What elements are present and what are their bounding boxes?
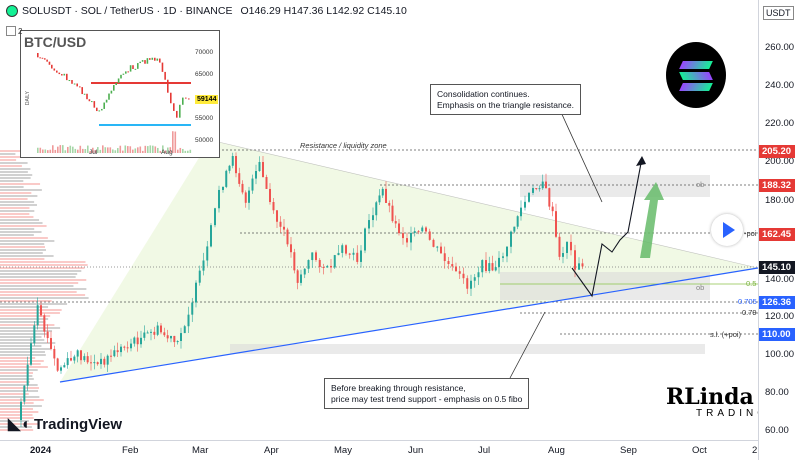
fib-0705-label: 0.705 bbox=[738, 297, 757, 306]
replay-play-button[interactable] bbox=[711, 214, 743, 246]
price-badge-162: 162.45 bbox=[759, 228, 795, 241]
projection-arrowhead bbox=[636, 156, 646, 166]
trend-support-line bbox=[59, 267, 758, 383]
candlesticks bbox=[20, 152, 584, 428]
time-tick: Apr bbox=[264, 445, 279, 456]
projection-path bbox=[571, 157, 643, 298]
price-tick: 60.00 bbox=[765, 425, 789, 436]
note-top-pointer bbox=[559, 109, 603, 203]
linda-logo-big: RLinda bbox=[666, 384, 754, 410]
solana-logo-bar bbox=[679, 72, 713, 80]
price-tick: 180.00 bbox=[765, 195, 795, 206]
inset-tick-65000: 65000 bbox=[195, 71, 214, 78]
fib-079-label: 0.79 bbox=[742, 308, 757, 317]
resistance-zone bbox=[520, 175, 710, 197]
volume-profile bbox=[0, 150, 89, 431]
sl-label: s.l. (+poi) bbox=[710, 330, 742, 339]
inset-tick-50000: 50000 bbox=[195, 137, 214, 144]
inset-month-aug: Aug bbox=[161, 149, 173, 156]
note-consolidation: Consolidation continues. Emphasis on the… bbox=[430, 84, 582, 116]
time-tick: May bbox=[334, 445, 352, 456]
price-badge-205: 205.20 bbox=[759, 145, 795, 158]
play-icon bbox=[722, 222, 735, 238]
resistance-zone-label: Resistance / liquidity zone bbox=[300, 141, 387, 150]
sl-zone bbox=[230, 344, 705, 354]
time-tick: 2 bbox=[752, 445, 758, 456]
price-tick: 140.00 bbox=[765, 274, 795, 285]
tradingview-mark-icon: ◣◖ bbox=[8, 416, 30, 433]
inset-month-jul: Jul bbox=[89, 149, 98, 156]
inset-tick-55000: 55000 bbox=[195, 115, 214, 122]
inset-current-price: 59144 bbox=[195, 95, 219, 104]
solana-logo bbox=[666, 42, 726, 108]
indicator-toggle-icon bbox=[6, 26, 16, 36]
ohlc-values: O146.29 H147.36 L142.92 C145.10 bbox=[240, 5, 407, 17]
note-bottom-line-2: price may test trend support - emphasis … bbox=[331, 393, 523, 404]
sol-symbol-icon bbox=[6, 5, 18, 17]
price-tick: 200.00 bbox=[765, 156, 795, 167]
indicator-count: 2 bbox=[18, 26, 23, 36]
solana-logo-bar bbox=[679, 83, 713, 91]
price-badge-188: 188.32 bbox=[759, 179, 795, 192]
time-axis[interactable]: 2024 Feb Mar Apr May Jun Jul Aug Sep Oct… bbox=[0, 440, 758, 460]
time-tick: Mar bbox=[192, 445, 209, 456]
inset-title: BTC/USD bbox=[24, 34, 87, 50]
solana-logo-bar bbox=[679, 61, 713, 69]
note-top-line-1: Consolidation continues. bbox=[437, 89, 530, 99]
time-tick: 2024 bbox=[30, 445, 52, 456]
price-tick: 260.00 bbox=[765, 42, 795, 53]
price-badge-current: 145.10 bbox=[759, 261, 795, 274]
price-badge-126: 126.36 bbox=[759, 296, 795, 309]
note-bottom-line-1: Before breaking through resistance, bbox=[331, 383, 466, 393]
time-tick: Oct bbox=[692, 445, 707, 456]
price-tick: 80.00 bbox=[765, 387, 789, 398]
indicator-toggle[interactable]: 2 bbox=[6, 26, 22, 36]
time-tick: Feb bbox=[122, 445, 139, 456]
note-bottom-pointer bbox=[509, 311, 546, 379]
ob-lower-label: ob bbox=[696, 283, 705, 292]
tradingview-logo-text: TradingView bbox=[33, 415, 123, 433]
price-tick: 220.00 bbox=[765, 118, 795, 129]
price-tick: 100.00 bbox=[765, 349, 795, 360]
green-projection-arrow bbox=[640, 182, 664, 258]
inset-plot bbox=[37, 53, 192, 153]
tradingview-logo[interactable]: ◣◖ TradingView bbox=[8, 414, 122, 434]
time-tick: Jun bbox=[408, 445, 424, 456]
note-top-line-2: Emphasis on the triangle resistance. bbox=[437, 99, 575, 110]
symbol-header: SOLUSDT · SOL / TetherUS · 1D · BINANCE … bbox=[0, 0, 758, 22]
rlinda-trading-logo: RLinda TRADING bbox=[666, 384, 765, 428]
triangle-zone bbox=[60, 140, 758, 382]
btc-inset-chart: BTC/USD DAILY 70000 65000 59144 55000 50… bbox=[20, 30, 220, 158]
ob-upper-label: ob bbox=[696, 180, 705, 189]
note-trend-support: Before breaking through resistance, pric… bbox=[324, 378, 530, 410]
ob-zone bbox=[500, 272, 710, 300]
price-tick: 120.00 bbox=[765, 311, 795, 322]
time-tick: Sep bbox=[620, 445, 637, 456]
price-badge-110: 110.00 bbox=[759, 328, 795, 341]
price-axis[interactable]: USDT 260.00 240.00 220.00 200.00 180.00 … bbox=[758, 0, 800, 460]
inset-tick-70000: 70000 bbox=[195, 49, 214, 56]
price-tick: 240.00 bbox=[765, 80, 795, 91]
main-chart[interactable] bbox=[0, 0, 758, 440]
poi-label: -poi bbox=[744, 229, 757, 238]
linda-logo-small: TRADING bbox=[696, 408, 769, 419]
symbol-text[interactable]: SOLUSDT · SOL / TetherUS · 1D · BINANCE bbox=[22, 5, 233, 17]
triangle-resistance bbox=[209, 139, 758, 269]
time-tick: Jul bbox=[478, 445, 491, 456]
currency-label[interactable]: USDT bbox=[763, 6, 794, 20]
fib-05-label: 0.5 bbox=[746, 279, 757, 288]
time-tick: Aug bbox=[548, 445, 565, 456]
